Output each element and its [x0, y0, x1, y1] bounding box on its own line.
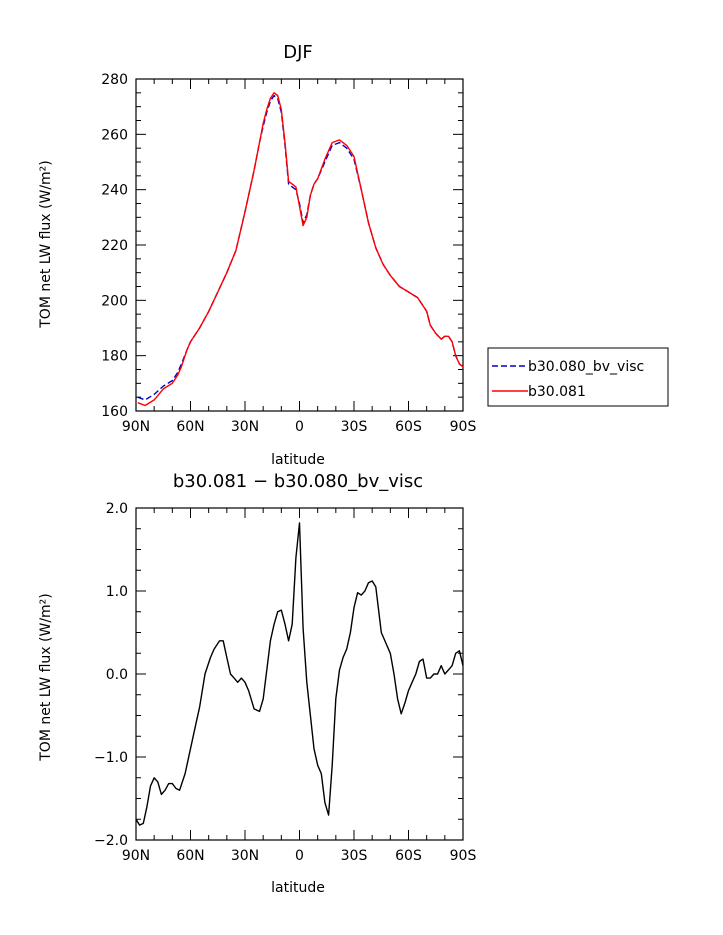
top-panel: DJF 160 180 200 220 240 260 280 90N 60N 30N 0 30S 60…	[38, 42, 669, 468]
bottom-frame	[135, 507, 464, 841]
bottom-xtick-label: 30N	[231, 848, 259, 864]
top-frame	[135, 78, 464, 412]
bottom-plot-area: −2.0 −1.0 0.0 1.0 2.0 90N 60N 30N 0 30S 60S 90S	[94, 501, 476, 864]
legend-label-b30-081: b30.081	[528, 384, 586, 400]
top-xtick-label: 90N	[122, 419, 150, 435]
bottom-xtick-label: 60S	[395, 848, 422, 864]
top-xtick-label: 30S	[341, 419, 368, 435]
top-ytick-label: 280	[101, 72, 128, 88]
top-ytick-label: 220	[101, 238, 128, 254]
bottom-xtick-label: 90N	[122, 848, 150, 864]
bottom-xtick-label: 30S	[341, 848, 368, 864]
bottom-ytick-label: 1.0	[106, 584, 128, 600]
top-ytick-label: 240	[101, 183, 128, 199]
top-series-line-1	[137, 92, 464, 407]
legend-label-b30-080-bv-visc: b30.080_bv_visc	[528, 359, 644, 375]
top-ytick-label: 260	[101, 127, 128, 143]
top-xtick-label: 90S	[450, 419, 477, 435]
bottom-ytick-label: −1.0	[94, 750, 128, 766]
legend-box	[487, 347, 669, 407]
top-plot-area: 160 180 200 220 240 260 280 90N 60N 30N 0 30S 60S 90S	[101, 72, 476, 435]
bottom-ytick-label: 2.0	[106, 501, 128, 517]
bottom-panel: b30.081 − b30.080_bv_visc −2.0 −1.0 0.0 1.0…	[38, 471, 476, 896]
bottom-ylabel: TOM net LW flux (W/m²)	[38, 593, 54, 762]
top-title: DJF	[283, 42, 313, 63]
bottom-ytick-label: 0.0	[106, 667, 128, 683]
top-xtick-label: 60S	[395, 419, 422, 435]
bottom-xtick-label: 90S	[450, 848, 477, 864]
top-series-line-0	[137, 94, 464, 401]
top-xtick-label: 60N	[176, 419, 204, 435]
bottom-title: b30.081 − b30.080_bv_visc	[173, 471, 423, 492]
bottom-series-line-0	[135, 522, 464, 826]
top-ytick-label: 160	[101, 404, 128, 420]
top-ytick-label: 180	[101, 349, 128, 365]
top-xtick-label: 30N	[231, 419, 259, 435]
top-xlabel: latitude	[271, 452, 325, 468]
top-ylabel: TOM net LW flux (W/m²)	[38, 160, 54, 329]
legend: b30.080_bv_visc b30.081	[487, 347, 669, 407]
bottom-xlabel: latitude	[271, 880, 325, 896]
top-xtick-label: 0	[295, 419, 304, 435]
top-ytick-label: 200	[101, 293, 128, 309]
bottom-xtick-label: 0	[295, 848, 304, 864]
bottom-ytick-label: −2.0	[94, 833, 128, 849]
bottom-xtick-label: 60N	[176, 848, 204, 864]
